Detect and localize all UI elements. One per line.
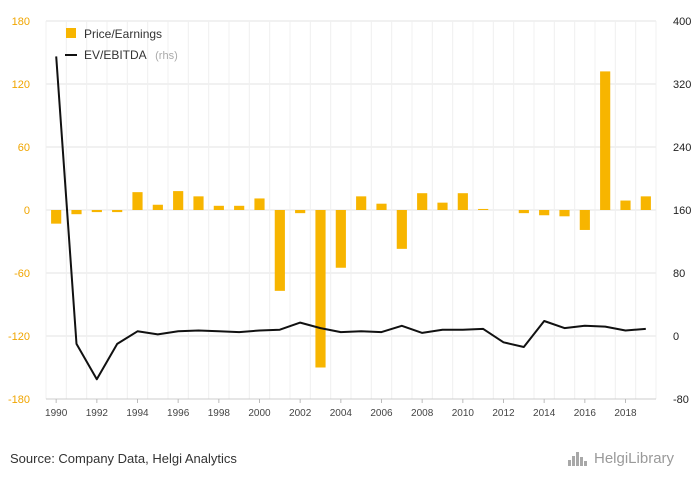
left-tick-label: 120 xyxy=(12,79,30,91)
x-tick-label: 2012 xyxy=(492,408,515,419)
x-tick-label: 2000 xyxy=(248,408,271,419)
bar-1994 xyxy=(132,192,143,210)
bar-2006 xyxy=(376,203,387,210)
right-axis: 400 320 240 160 80 0 -80 xyxy=(673,16,691,406)
legend-ev-ebitda-suffix: (rhs) xyxy=(155,50,178,62)
helgi-logo: HelgiLibrary xyxy=(568,450,674,467)
x-tick-label: 1990 xyxy=(45,408,68,419)
source-note: Source: Company Data, Helgi Analytics xyxy=(10,451,237,466)
bar-1993 xyxy=(112,210,123,213)
left-tick-label: -180 xyxy=(8,394,30,406)
x-tick-label: 1996 xyxy=(167,408,190,419)
bar-2005 xyxy=(356,196,367,210)
bar-2011 xyxy=(478,208,489,210)
x-tick-label: 2014 xyxy=(533,408,556,419)
bar-2004 xyxy=(335,210,346,268)
legend-label-ev-ebitda: EV/EBITDA (rhs) xyxy=(84,46,178,63)
bar-2014 xyxy=(539,210,550,216)
x-tick-label: 2004 xyxy=(330,408,353,419)
bar-1992 xyxy=(91,210,102,213)
bar-2003 xyxy=(315,210,326,368)
x-tick-label: 2010 xyxy=(452,408,475,419)
bar-1991 xyxy=(71,210,82,215)
bar-2017 xyxy=(600,71,611,211)
left-tick-label: 180 xyxy=(12,16,30,28)
bar-2000 xyxy=(254,198,265,210)
x-tick-label: 2018 xyxy=(614,408,637,419)
bar-2007 xyxy=(396,210,407,249)
x-tick-label: 1994 xyxy=(126,408,149,419)
bar-2018 xyxy=(620,200,631,210)
legend-ev-ebitda-name: EV/EBITDA xyxy=(84,48,147,62)
right-tick-label: 240 xyxy=(673,142,691,154)
legend-label-price-earnings: Price/Earnings xyxy=(84,27,162,41)
bar-2013 xyxy=(518,210,529,214)
right-tick-label: 160 xyxy=(673,205,691,217)
bar-1990 xyxy=(51,210,62,224)
bar-1995 xyxy=(152,204,163,210)
right-tick-label: 80 xyxy=(673,268,685,280)
bar-1999 xyxy=(234,205,245,210)
logo-icon xyxy=(568,451,590,466)
bar-2010 xyxy=(457,193,468,210)
right-tick-label: 0 xyxy=(673,331,679,343)
x-tick-label: 2016 xyxy=(574,408,597,419)
bar-2015 xyxy=(559,210,570,217)
x-tick-label: 2006 xyxy=(370,408,393,419)
logo-text: HelgiLibrary xyxy=(594,450,675,467)
left-axis: 180 120 60 0 -60 -120 -180 xyxy=(8,16,30,406)
bar-1998 xyxy=(213,205,224,210)
line-series xyxy=(55,56,646,381)
bar-2016 xyxy=(579,210,590,230)
left-tick-label: 60 xyxy=(18,142,30,154)
x-tick-label: 2008 xyxy=(411,408,434,419)
legend-swatch-price-earnings xyxy=(66,28,76,38)
bar-2008 xyxy=(417,193,428,210)
bar-2019 xyxy=(640,196,651,210)
ev-ebitda-line xyxy=(55,56,646,381)
bar-2009 xyxy=(437,202,448,210)
bar-2002 xyxy=(295,210,306,214)
bar-1997 xyxy=(193,196,204,210)
left-tick-label: -120 xyxy=(8,331,30,343)
x-tick-labels: 1990 1992 1994 1996 1998 2000 2002 2004 2006 2008… xyxy=(45,399,637,419)
x-tick-label: 2002 xyxy=(289,408,312,419)
bar-1996 xyxy=(173,191,184,210)
x-tick-label: 1998 xyxy=(208,408,231,419)
x-tick-label: 1992 xyxy=(86,408,109,419)
left-tick-label: 0 xyxy=(24,205,30,217)
bar-series xyxy=(51,71,651,368)
legend: Price/Earnings EV/EBITDA (rhs) xyxy=(65,27,178,63)
right-tick-label: -80 xyxy=(673,394,689,406)
right-tick-label: 320 xyxy=(673,79,691,91)
grid-lines xyxy=(45,20,657,400)
bar-2001 xyxy=(274,210,285,291)
right-tick-label: 400 xyxy=(673,16,691,28)
left-tick-label: -60 xyxy=(14,268,30,280)
